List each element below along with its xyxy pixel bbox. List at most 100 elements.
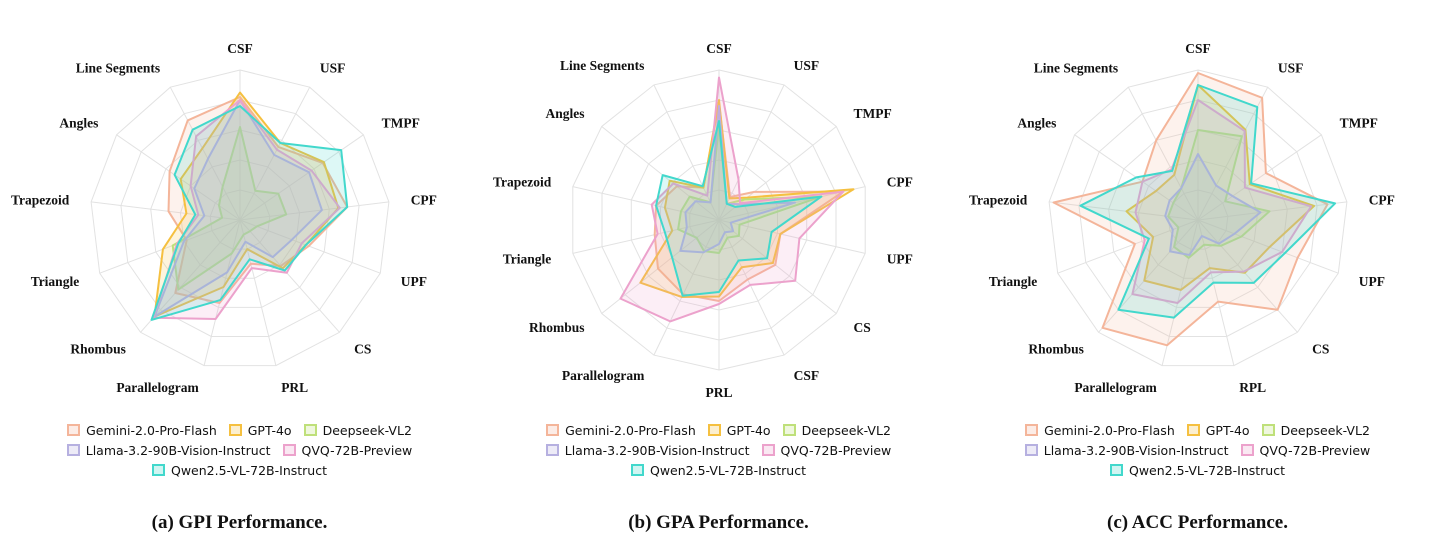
legend-label: QVQ-72B-Preview	[1259, 442, 1371, 458]
axis-label: CSF	[794, 368, 820, 383]
legend-swatch	[228, 424, 242, 436]
legend-row: Gemini-2.0-Pro-Flash GPT-4o Deepseek-VL2	[0, 420, 479, 440]
grid-spoke	[91, 201, 241, 221]
grid-ring	[1108, 129, 1288, 308]
grid-spoke	[99, 219, 241, 274]
grid-spoke	[1127, 86, 1199, 221]
legend-item: QVQ-72B-Preview	[282, 443, 412, 458]
series-polygon-qvq-72b-preview	[152, 99, 341, 320]
series-polygon-llama-3-2-90b-vision-instruct	[1164, 153, 1262, 256]
legend-swatch	[1186, 424, 1200, 436]
axis-label: UPF	[887, 251, 913, 266]
legend-swatch	[761, 444, 775, 456]
legend-label: Deepseek-VL2	[322, 422, 412, 438]
axis-label: Rhombus	[70, 342, 126, 357]
legend-row: Qwen2.5-VL-72B-Instruct	[479, 460, 958, 480]
grid-ring	[1078, 99, 1318, 337]
series-polygon-qvq-72b-preview	[619, 76, 845, 323]
grid-spoke	[1197, 134, 1322, 221]
grid-spoke	[653, 219, 720, 356]
grid-spoke	[140, 219, 241, 333]
grid-spoke	[239, 86, 311, 221]
grid-ring	[90, 69, 390, 367]
grid-spoke	[1197, 219, 1298, 333]
legend-swatch	[303, 424, 317, 436]
axis-label: PRL	[281, 380, 308, 395]
legend-gpi: Gemini-2.0-Pro-Flash GPT-4o Deepseek-VL2 Ll…	[0, 420, 479, 480]
caption-acc: (c) ACC Performance.	[1107, 512, 1288, 533]
grid-spoke	[718, 219, 785, 356]
legend-item: GPT-4o	[228, 423, 292, 438]
legend-label: Gemini-2.0-Pro-Flash	[565, 422, 696, 438]
axis-label: USF	[1278, 61, 1304, 76]
grid-spoke	[653, 84, 720, 221]
legend-item: QVQ-72B-Preview	[761, 442, 892, 458]
axis-label: Angles	[1017, 115, 1056, 130]
legend-item: Qwen2.5-VL-72B-Instruct	[631, 463, 806, 478]
legend-item: Llama-3.2-90B-Vision-Instruct	[1024, 443, 1229, 458]
grid-spoke	[239, 134, 364, 221]
legend-swatch	[66, 444, 80, 456]
axis-label: RPL	[1239, 380, 1266, 395]
axis-label: CS	[854, 320, 871, 335]
legend-row: Llama-3.2-90B-Vision-Instruct QVQ-72B-Pre…	[958, 440, 1437, 460]
legend-swatch	[545, 444, 559, 456]
axis-label: Trapezoid	[11, 192, 70, 207]
legend-item: Qwen2.5-VL-72B-Instruct	[1110, 463, 1285, 478]
legend-swatch	[282, 444, 296, 456]
series-polygon-gpt-4o	[153, 91, 340, 318]
legend-swatch	[1025, 424, 1039, 436]
legend-item: Deepseek-VL2	[303, 422, 412, 438]
axis-label: CSF	[227, 41, 253, 56]
legend-swatch	[782, 424, 796, 436]
legend-swatch	[1240, 444, 1254, 456]
axis-label: Line Segments	[560, 58, 644, 73]
axis-label: Angles	[545, 106, 584, 121]
legend-row: Qwen2.5-VL-72B-Instruct	[0, 460, 479, 480]
axis-label: USF	[320, 61, 346, 76]
legend-label: Llama-3.2-90B-Vision-Instruct	[564, 442, 750, 458]
legend-item: GPT-4o	[707, 423, 771, 438]
grid-spoke	[572, 219, 720, 254]
axis-label: USF	[794, 58, 820, 73]
legend-swatch	[1110, 464, 1123, 476]
grid-spoke	[239, 219, 277, 366]
grid-spoke	[203, 219, 241, 366]
axis-label: Triangle	[503, 251, 552, 266]
radar-grid	[572, 69, 866, 371]
legend-item: Gemini-2.0-Pro-Flash	[67, 423, 217, 438]
grid-spoke	[1057, 219, 1199, 274]
legend-item: Llama-3.2-90B-Vision-Instruct	[545, 442, 750, 458]
grid-spoke	[1197, 219, 1339, 274]
legend-gpa: Gemini-2.0-Pro-Flash GPT-4o Deepseek-VL2 Ll…	[479, 420, 958, 480]
legend-row: Gemini-2.0-Pro-Flash GPT-4o Deepseek-VL2	[958, 420, 1437, 440]
series-polygon-qwen2-5-vl-72b-instruct	[1079, 84, 1336, 319]
axis-label: Rhombus	[1028, 342, 1084, 357]
axis-label: TMPF	[854, 106, 892, 121]
legend-swatch	[631, 464, 644, 476]
panel-gpa: CSF USF TMPF CPF UPF CS CSF PRL Parallelogram Rho…	[479, 0, 958, 554]
axis-label: TMPF	[1340, 115, 1378, 130]
grid-ring	[1048, 69, 1348, 367]
axis-label: Line Segments	[76, 61, 160, 76]
grid-ring	[1137, 159, 1259, 279]
legend-swatch	[152, 464, 165, 476]
axis-label: CS	[354, 342, 371, 357]
legend-label: QVQ-72B-Preview	[780, 442, 892, 458]
axis-label: Parallelogram	[562, 368, 645, 383]
axis-label: CSF	[1185, 41, 1211, 56]
legend-label: Qwen2.5-VL-72B-Instruct	[1129, 462, 1285, 478]
axis-label: Trapezoid	[969, 192, 1028, 207]
legend-item: Deepseek-VL2	[782, 423, 891, 438]
legend-swatch	[67, 424, 81, 436]
radar-chart-gpi: CSF USF TMPF CPF UPF CS PRL Parallelogram Rhombu…	[11, 41, 437, 395]
axis-label: CPF	[1369, 192, 1395, 207]
legend-label: Qwen2.5-VL-72B-Instruct	[171, 462, 327, 478]
series-polygon-deepseek-vl2	[171, 126, 288, 291]
legend-acc: Gemini-2.0-Pro-Flash GPT-4o Deepseek-VL2 Ll…	[958, 420, 1437, 480]
caption-gpa: (b) GPA Performance.	[628, 512, 809, 533]
series-polygon-qwen2-5-vl-72b-instruct	[150, 105, 349, 321]
legend-label: GPT-4o	[1205, 422, 1250, 438]
legend-label: Qwen2.5-VL-72B-Instruct	[650, 462, 806, 478]
grid-spoke	[239, 201, 389, 221]
